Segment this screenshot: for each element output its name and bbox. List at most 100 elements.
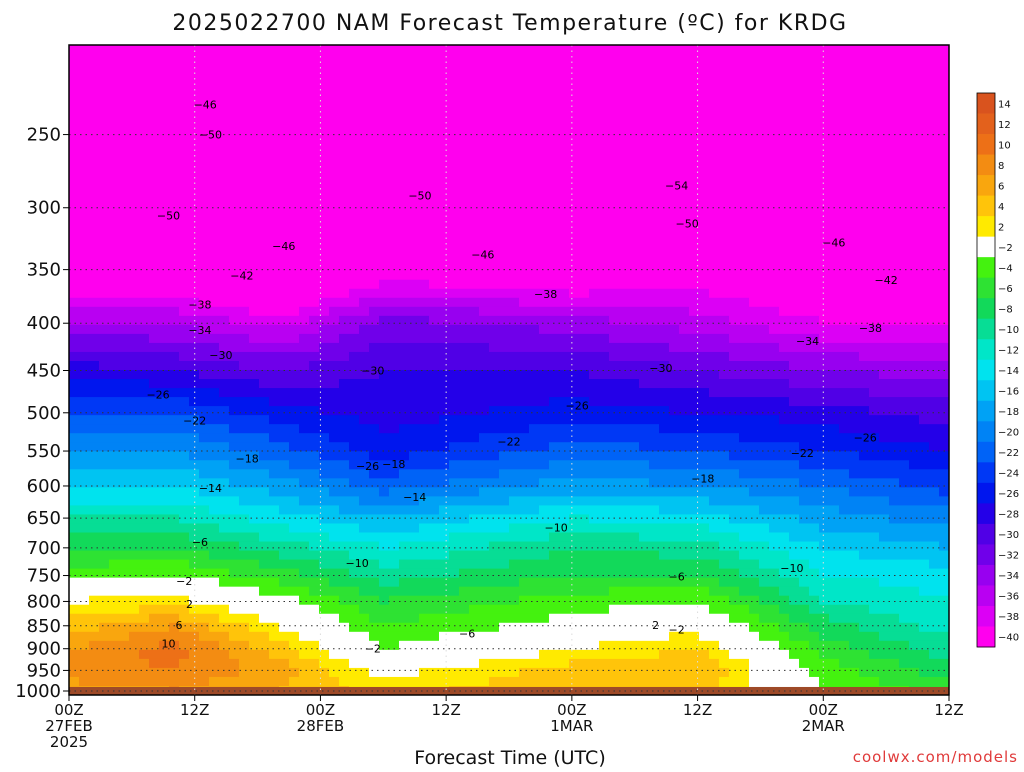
temperature-cell: [609, 469, 620, 479]
temperature-cell: [69, 117, 80, 127]
temperature-cell: [739, 81, 750, 91]
temperature-cell: [249, 198, 260, 209]
temperature-cell: [79, 568, 90, 579]
temperature-cell: [529, 252, 540, 263]
temperature-cell: [519, 568, 530, 579]
temperature-cell: [179, 180, 190, 191]
temperature-cell: [269, 297, 280, 308]
temperature-cell: [419, 72, 430, 82]
temperature-cell: [129, 234, 140, 245]
temperature-cell: [309, 622, 320, 633]
temperature-cell: [289, 333, 300, 344]
temperature-cell: [359, 324, 370, 335]
temperature-cell: [209, 595, 220, 606]
temperature-cell: [79, 676, 90, 687]
temperature-cell: [559, 415, 570, 425]
temperature-cell: [439, 324, 450, 335]
temperature-cell: [459, 342, 470, 353]
temperature-cell: [339, 604, 350, 615]
temperature-cell: [619, 415, 630, 425]
temperature-cell: [469, 550, 480, 561]
temperature-cell: [259, 333, 270, 344]
temperature-cell: [529, 324, 540, 335]
temperature-cell: [719, 252, 730, 263]
temperature-cell: [249, 315, 260, 326]
temperature-cell: [209, 279, 220, 290]
temperature-cell: [109, 649, 120, 660]
temperature-cell: [579, 424, 590, 434]
temperature-cell: [89, 631, 100, 642]
temperature-cell: [279, 577, 290, 588]
temperature-cell: [459, 63, 470, 73]
temperature-cell: [579, 54, 590, 64]
temperature-cell: [329, 243, 340, 254]
temperature-cell: [159, 451, 170, 461]
temperature-cell: [219, 667, 230, 678]
temperature-cell: [109, 90, 120, 100]
temperature-cell: [519, 532, 530, 543]
temperature-cell: [729, 81, 740, 91]
temperature-cell: [419, 487, 430, 497]
temperature-cell: [679, 333, 690, 344]
temperature-cell: [609, 207, 620, 218]
temperature-cell: [379, 234, 390, 245]
temperature-cell: [119, 631, 130, 642]
temperature-cell: [469, 351, 480, 362]
temperature-cell: [289, 54, 300, 64]
temperature-cell: [569, 406, 580, 416]
temperature-cell: [689, 604, 700, 615]
temperature-cell: [689, 415, 700, 425]
temperature-cell: [429, 667, 440, 678]
temperature-cell: [519, 487, 530, 497]
temperature-cell: [459, 360, 470, 371]
temperature-cell: [589, 108, 600, 118]
temperature-cell: [379, 550, 390, 561]
temperature-cell: [449, 288, 460, 299]
temperature-cell: [549, 577, 560, 588]
temperature-cell: [339, 523, 350, 534]
temperature-cell: [339, 613, 350, 624]
temperature-cell: [709, 514, 720, 525]
temperature-cell: [719, 568, 730, 579]
temperature-cell: [659, 72, 670, 82]
temperature-cell: [219, 153, 230, 163]
temperature-cell: [619, 406, 630, 416]
temperature-cell: [549, 63, 560, 73]
temperature-cell: [529, 108, 540, 118]
temperature-cell: [759, 261, 770, 272]
temperature-cell: [679, 424, 690, 434]
temperature-cell: [349, 153, 360, 163]
temperature-cell: [329, 433, 340, 443]
temperature-cell: [519, 99, 530, 109]
temperature-cell: [89, 487, 100, 497]
temperature-cell: [729, 144, 740, 154]
temperature-cell: [209, 631, 220, 642]
temperature-cell: [509, 72, 520, 82]
temperature-cell: [659, 523, 670, 534]
temperature-cell: [399, 162, 410, 172]
temperature-cell: [599, 388, 610, 398]
temperature-cell: [599, 297, 610, 308]
temperature-cell: [99, 415, 110, 425]
temperature-cell: [579, 595, 590, 606]
temperature-cell: [169, 144, 180, 154]
temperature-cell: [329, 81, 340, 91]
temperature-cell: [619, 216, 630, 227]
temperature-cell: [729, 649, 740, 660]
temperature-cell: [689, 351, 700, 362]
temperature-cell: [499, 180, 510, 191]
temperature-cell: [379, 478, 390, 488]
temperature-cell: [459, 541, 470, 552]
temperature-cell: [239, 360, 250, 371]
temperature-cell: [339, 505, 350, 516]
temperature-cell: [709, 306, 720, 317]
temperature-cell: [489, 297, 500, 308]
temperature-cell: [649, 433, 660, 443]
temperature-cell: [699, 541, 710, 552]
temperature-cell: [599, 99, 610, 109]
temperature-cell: [559, 676, 570, 687]
temperature-cell: [669, 370, 680, 380]
temperature-cell: [329, 180, 340, 191]
temperature-cell: [469, 180, 480, 191]
temperature-cell: [749, 288, 760, 299]
